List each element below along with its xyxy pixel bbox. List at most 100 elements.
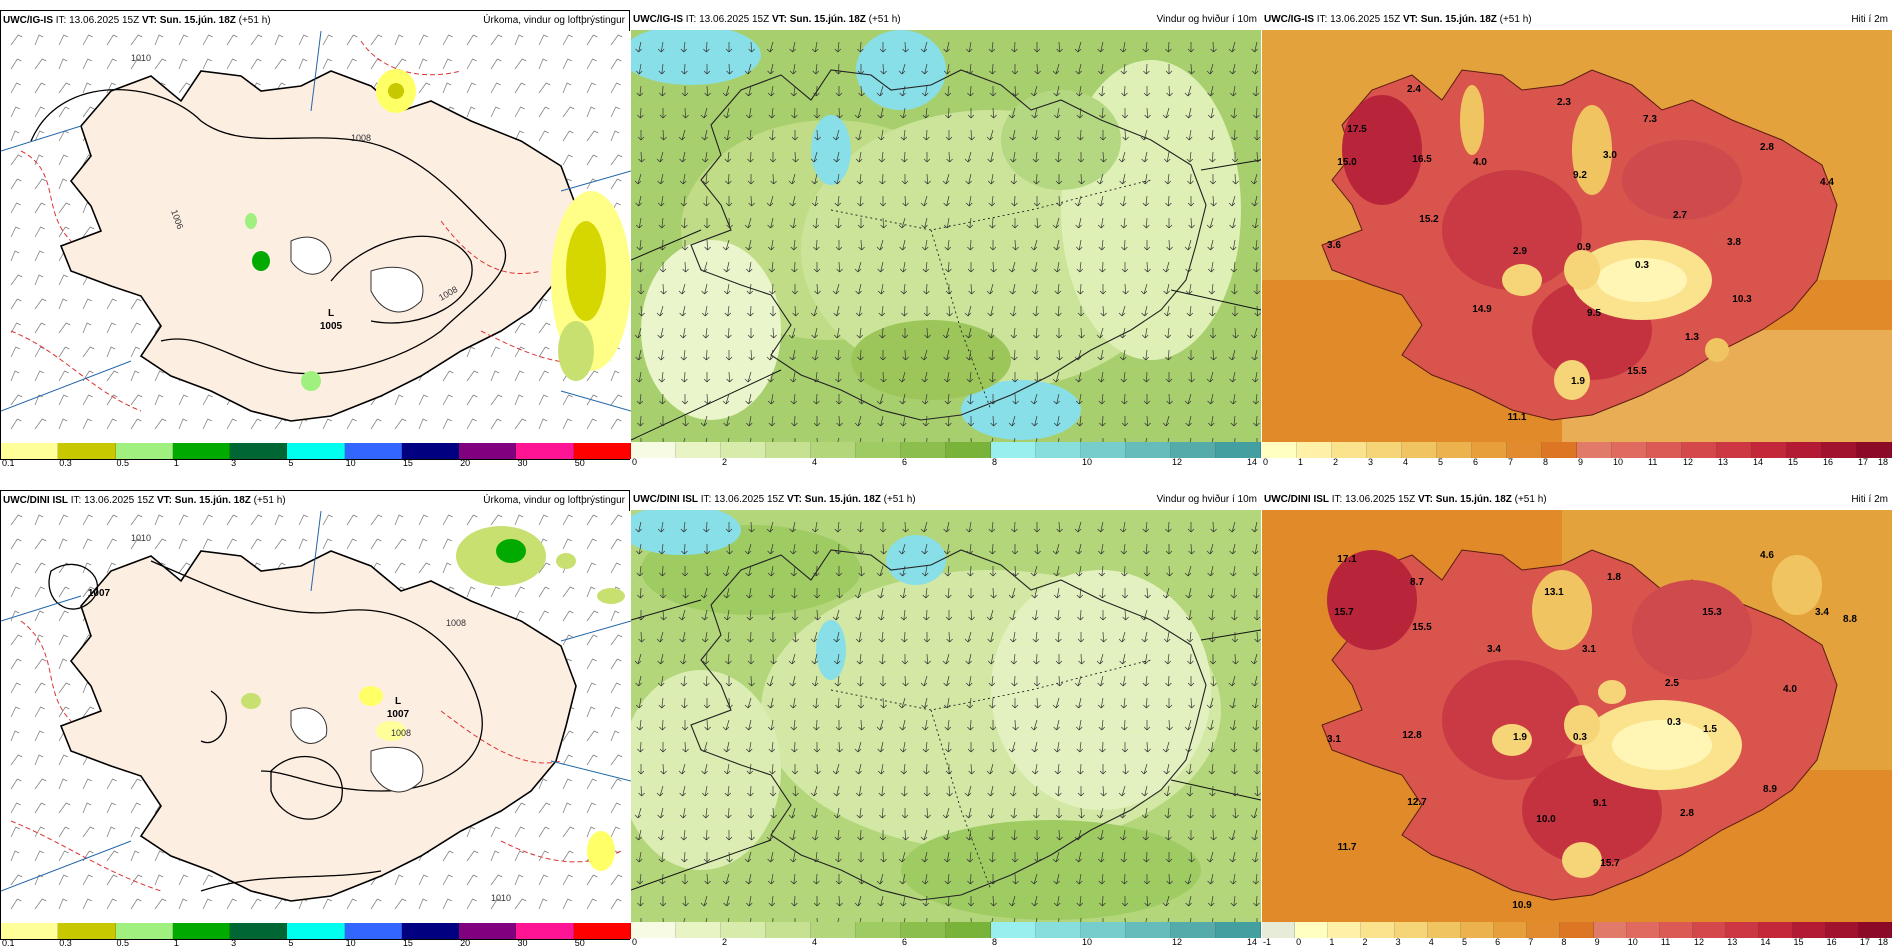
- wind-arrow: [813, 108, 821, 119]
- wind-barb: [610, 826, 620, 838]
- wind-barb: [274, 514, 284, 526]
- wind-barb: [586, 418, 597, 430]
- model-name: UWC/IG-IS: [1264, 14, 1314, 25]
- legend-tick-label: 4: [812, 937, 818, 947]
- wind-arrow: [1122, 609, 1129, 621]
- wind-barb: [466, 898, 477, 910]
- wind-arrow: [725, 522, 733, 533]
- temp-value-label: 2.3: [1557, 97, 1571, 108]
- wind-arrow: [965, 173, 972, 185]
- wind-arrow: [1253, 261, 1260, 273]
- wind-barb: [202, 34, 213, 46]
- wind-arrow: [1099, 415, 1106, 427]
- wind-arrow: [835, 874, 843, 885]
- legend-tick-label: 3: [1395, 937, 1401, 947]
- wind-barb: [442, 898, 452, 910]
- legend-tick-label: 5: [288, 938, 294, 948]
- lead-time: (+51 h): [235, 15, 271, 26]
- wind-arrow: [921, 393, 929, 405]
- temp-value-label: 1.3: [1685, 332, 1699, 343]
- wind-arrow: [703, 829, 710, 841]
- legend-swatch: [516, 443, 574, 459]
- wind-arrow: [943, 63, 951, 75]
- wind-arrow: [724, 151, 732, 163]
- legend-swatch: [1394, 922, 1428, 938]
- wind-arrow: [943, 371, 951, 383]
- wind-arrow: [747, 808, 755, 819]
- wind-arrow: [767, 371, 774, 383]
- wind-barb: [610, 658, 622, 670]
- wind-arrow: [832, 283, 840, 295]
- wind-barb: [370, 34, 383, 46]
- legend-swatch: [1262, 442, 1297, 458]
- wind-arrow: [879, 807, 886, 819]
- wind-arrow: [1034, 697, 1041, 709]
- wind-arrow: [1097, 829, 1104, 841]
- wind-arrow: [1252, 239, 1260, 251]
- wind-arrow: [1142, 521, 1150, 533]
- wind-arrow: [701, 129, 708, 141]
- wind-arrow: [791, 741, 798, 753]
- wind-arrow: [682, 261, 689, 273]
- wind-barb: [394, 394, 404, 406]
- wind-arrow: [637, 130, 645, 141]
- wind-arrow: [1165, 218, 1173, 229]
- region-borders: [830, 179, 1152, 411]
- legend-tick-label: 20: [460, 458, 471, 468]
- legend-swatch: [1717, 442, 1752, 458]
- wind-arrow: [986, 609, 994, 621]
- wind-barb: [106, 898, 117, 910]
- wind-arrow: [791, 610, 799, 621]
- precip-map-svg: L 1005 1010 1008 1006 1008: [1, 31, 631, 443]
- wind-barb: [154, 898, 167, 910]
- wind-arrow: [1165, 41, 1172, 53]
- wind-arrow: [1074, 521, 1082, 533]
- wind-barb: [58, 898, 68, 910]
- wind-barb: [178, 874, 188, 886]
- wind-barb: [466, 370, 479, 382]
- wind-arrow: [1033, 807, 1040, 819]
- legend-tick-label: 14: [1753, 457, 1764, 467]
- wind-arrow: [682, 107, 689, 119]
- wind-arrow: [837, 917, 840, 922]
- wind-arrow: [1253, 895, 1260, 907]
- wind-arrow: [945, 610, 953, 621]
- legend-tick-label: 0: [1296, 937, 1302, 947]
- legend-tick-label: 7: [1508, 457, 1514, 467]
- wind-arrow: [1207, 415, 1215, 427]
- wind-barb: [82, 874, 93, 886]
- wind-arrow: [701, 763, 708, 775]
- wind-barb: [34, 682, 46, 694]
- lead-time: (+51 h): [1496, 14, 1532, 25]
- wind-barb: [10, 898, 22, 910]
- wind-arrow: [1141, 173, 1149, 185]
- wind-arrow: [725, 653, 732, 665]
- wind-arrow: [1185, 609, 1193, 621]
- wind-arrow: [745, 565, 752, 577]
- legend-tick-label: 14: [1247, 457, 1258, 467]
- wind-arrow: [1080, 437, 1082, 442]
- wind-arrow: [1207, 565, 1214, 577]
- wind-barb: [514, 874, 524, 886]
- wind-arrow: [683, 437, 686, 442]
- wind-arrow: [834, 521, 842, 533]
- wind-arrow: [902, 349, 909, 361]
- wind-arrow: [1097, 851, 1105, 863]
- wind-arrow: [943, 521, 950, 533]
- wind-arrow: [681, 851, 688, 863]
- wind-arrow: [680, 195, 688, 207]
- wind-barb: [34, 274, 44, 286]
- wind-arrow: [1165, 829, 1172, 841]
- wind-arrow: [1056, 195, 1063, 207]
- wind-arrow: [722, 239, 730, 251]
- wind-arrow: [1030, 239, 1038, 251]
- wind-arrow: [1206, 63, 1214, 75]
- wind-barb: [586, 826, 596, 838]
- low-pressure-value: 1007: [88, 588, 111, 599]
- wind-arrow: [1033, 830, 1041, 841]
- wind-arrow: [879, 327, 886, 339]
- wind-barb: [514, 394, 524, 406]
- wind-barb: [466, 82, 476, 94]
- wind-arrow: [701, 785, 709, 797]
- wind-arrow: [876, 393, 884, 405]
